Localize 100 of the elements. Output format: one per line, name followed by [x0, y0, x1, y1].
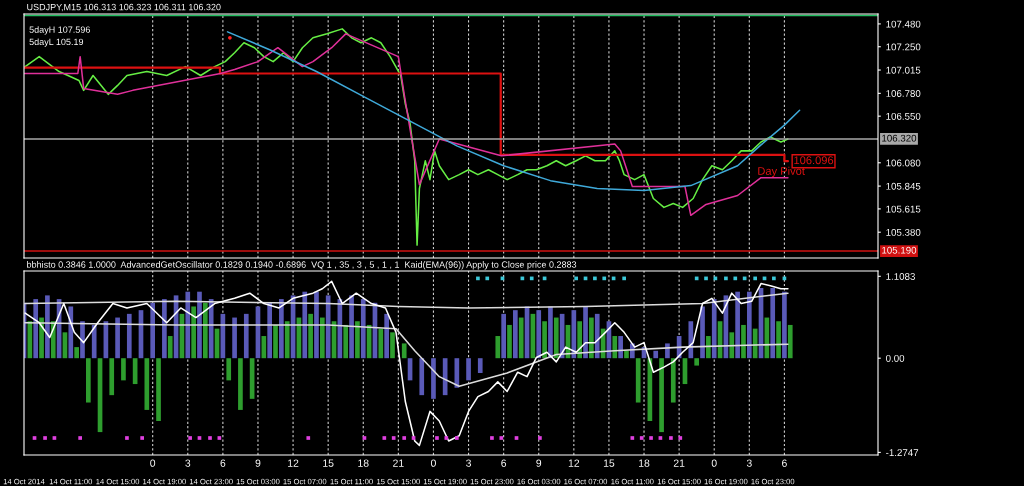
bar [378, 328, 384, 359]
bar [355, 321, 360, 359]
x2-tick-label: 6 [501, 459, 507, 467]
bar [735, 291, 740, 359]
y-tick-label: 107.250 [886, 43, 921, 51]
bar [624, 350, 629, 359]
y-tick-label: 106.550 [886, 112, 921, 120]
bar [279, 299, 284, 359]
y-tick-label: 107.015 [886, 66, 921, 74]
bar [583, 306, 588, 359]
bar [594, 313, 600, 359]
bar [542, 321, 547, 359]
bar [167, 336, 173, 359]
bar [787, 324, 793, 359]
bar [782, 291, 787, 359]
bar [507, 324, 512, 359]
x2-tick-label: 3 [466, 459, 471, 467]
bar [80, 321, 85, 359]
bar [156, 358, 161, 422]
bar [770, 288, 776, 359]
x2-tick-label: 6 [220, 459, 226, 467]
y-tick-label: -1.2747 [886, 449, 919, 456]
bar [261, 336, 267, 359]
y-tick-label: 105.845 [886, 182, 921, 190]
bar [776, 321, 781, 359]
bar [115, 317, 120, 359]
bar [700, 306, 705, 359]
bar [401, 343, 407, 359]
bar [477, 358, 483, 373]
bar [729, 332, 735, 359]
bar [659, 358, 664, 433]
line-series [24, 292, 789, 309]
bar [162, 299, 167, 359]
bar [191, 306, 196, 359]
annotation: 106.096 [794, 156, 834, 165]
bar [384, 313, 389, 359]
bar [390, 332, 395, 359]
bar [694, 358, 700, 366]
y-tick-label: 105.380 [886, 228, 921, 236]
bar [314, 291, 319, 359]
x2-tick-label: 9 [536, 459, 542, 467]
legend-label: Day Pivot [758, 166, 805, 178]
x2-tick-label: 6 [782, 459, 787, 467]
x2-tick-label: 0 [430, 459, 436, 467]
bar [74, 347, 79, 359]
y-tick-label: 1.1083 [886, 273, 915, 280]
bar [232, 317, 237, 359]
bar [349, 295, 354, 359]
bar [144, 358, 150, 410]
bar [267, 302, 273, 359]
bar [121, 358, 126, 381]
bar [513, 310, 518, 359]
x2-tick-label: 12 [568, 459, 580, 467]
y-tick-label: 0.00 [886, 354, 905, 362]
bar [226, 358, 232, 381]
bar [706, 336, 711, 359]
chart-title: bbhisto 0.3846 1.0000 AdvancedGetOscillator 0.1829 0.1940 -0.6896 VQ 1 , 35 , 3 , 5 , 1 , 1 Kaid(EMA(96)) Apply to Close price 0.2883 [27, 261, 577, 270]
bar [653, 350, 659, 359]
x2-tick-label: 21 [393, 459, 404, 467]
chart-title: USDJPY,M15 106.313 106.323 106.311 106.320 [27, 3, 221, 12]
bar [109, 358, 115, 396]
ref-line-label: 105.190 [882, 246, 917, 254]
bar [553, 317, 559, 359]
bar [202, 302, 208, 359]
x2-tick-label: 0 [711, 459, 717, 467]
x2-tick-label: 15 [323, 459, 334, 467]
y-tick-label: 107.480 [886, 20, 921, 28]
annotation: 5dayL 105.19 [29, 38, 84, 47]
bar [343, 324, 349, 359]
bar [238, 358, 243, 410]
line-series [24, 321, 789, 388]
bar [419, 358, 425, 396]
x2-tick-label: 18 [358, 459, 369, 467]
bar [589, 317, 594, 359]
x2-tick-label: 9 [255, 459, 261, 467]
bar [670, 358, 676, 403]
bar [126, 313, 132, 359]
bar [518, 317, 524, 359]
bar [618, 336, 623, 359]
bar [688, 321, 694, 359]
y-tick-label: 106.780 [886, 90, 921, 97]
bar [752, 328, 758, 359]
bar [91, 324, 97, 359]
bar [635, 358, 641, 403]
bar [45, 295, 50, 359]
x2-tick-label: 3 [746, 459, 752, 467]
bar [548, 306, 553, 359]
ref-line-label: 106.320 [882, 134, 917, 142]
bar [284, 321, 290, 359]
x2-tick-label: 3 [185, 459, 191, 467]
bar [741, 324, 746, 359]
x2-tick-label: 21 [673, 459, 685, 467]
bar [308, 313, 313, 359]
x2-tick-label: 15 [603, 459, 615, 467]
bar [33, 299, 39, 359]
bar [495, 336, 501, 359]
bar [86, 358, 91, 403]
y-tick-label: 106.080 [886, 159, 921, 167]
bar [273, 324, 278, 359]
x2-tick-label: 18 [639, 459, 650, 467]
